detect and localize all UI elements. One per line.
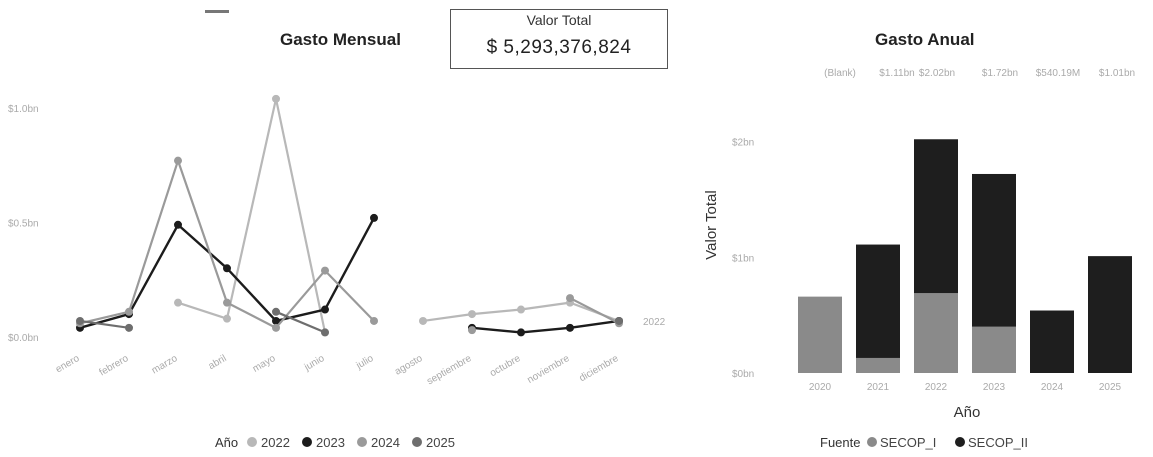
bar-total-label: $540.19M xyxy=(1036,68,1080,79)
y-tick-label: $0bn xyxy=(732,369,754,380)
series-end-label: 2022 xyxy=(643,317,666,328)
legend-marker-2025 xyxy=(412,437,422,447)
data-point-2024 xyxy=(468,326,476,335)
bar-segment-SECOP_I xyxy=(972,326,1016,373)
monthly-chart-title: Gasto Mensual xyxy=(280,30,401,49)
data-point-2023 xyxy=(517,328,525,337)
data-point-2022 xyxy=(419,316,427,325)
x-tick-label: abril xyxy=(207,353,229,372)
data-point-2024 xyxy=(272,323,280,332)
annual-legend: Fuente SECOP_I SECOP_II xyxy=(820,435,1028,450)
bar-segment-SECOP_I xyxy=(914,293,958,373)
bar-segment-SECOP_I xyxy=(856,357,900,373)
y-tick-label: $1bn xyxy=(732,253,754,264)
series-line-2023 xyxy=(79,217,376,329)
x-tick-label: noviembre xyxy=(526,353,572,386)
x-tick-label: 2022 xyxy=(925,382,948,393)
bar-total-label: (Blank) xyxy=(824,68,856,79)
legend-label-2022: 2022 xyxy=(261,435,290,450)
data-point-2022 xyxy=(223,314,231,323)
legend-marker-2023 xyxy=(302,437,312,447)
bar-segment-SECOP_II xyxy=(1088,256,1132,373)
data-point-2024 xyxy=(125,307,133,316)
data-point-2022 xyxy=(272,94,280,103)
legend-swatch-dash xyxy=(205,10,229,13)
x-tick-label: diciembre xyxy=(577,353,620,384)
monthly-legend: Año 2022 2023 2024 2025 xyxy=(215,435,455,450)
data-point-2024 xyxy=(174,156,182,165)
data-point-2023 xyxy=(272,316,280,325)
annual-bar-chart: $0bn $1bn $2bn Valor Total 2020 2021 2022 2023 2… xyxy=(703,68,1135,450)
data-point-2025 xyxy=(272,307,280,316)
series-line-2025 xyxy=(79,319,130,329)
y-axis-title: Valor Total xyxy=(703,190,720,260)
legend-label-2023: 2023 xyxy=(316,435,345,450)
data-point-2025 xyxy=(76,316,84,325)
data-point-2024 xyxy=(566,294,574,303)
bar-segment-SECOP_II xyxy=(1030,310,1074,373)
x-tick-label: mayo xyxy=(251,353,278,375)
total-value-card[interactable]: Valor Total $ 5,293,376,824 xyxy=(450,9,668,69)
bar-total-label: $1.72bn xyxy=(982,68,1018,79)
legend-label-2025: 2025 xyxy=(426,435,455,450)
legend-marker-SECOP_II xyxy=(955,437,965,447)
legend-marker-2024 xyxy=(357,437,367,447)
data-point-2024 xyxy=(370,316,378,325)
bar-total-label: $2.02bn xyxy=(919,68,955,79)
legend-marker-2022 xyxy=(247,437,257,447)
bar-segment-SECOP_II xyxy=(914,139,958,294)
annual-chart-title: Gasto Anual xyxy=(875,30,975,49)
bar-segment-SECOP_I xyxy=(798,296,842,373)
legend-marker-SECOP_I xyxy=(867,437,877,447)
legend-title: Año xyxy=(215,435,238,450)
legend-label-2024: 2024 xyxy=(371,435,400,450)
data-point-2022 xyxy=(174,298,182,307)
y-tick-label: $0.5bn xyxy=(8,219,39,230)
bar-segment-SECOP_II xyxy=(972,173,1016,327)
x-tick-label: 2020 xyxy=(809,382,832,393)
legend-label-SECOP_I: SECOP_I xyxy=(880,435,936,450)
x-tick-label: agosto xyxy=(393,353,425,378)
monthly-line-chart: $0.0bn $0.5bn $1.0bn enero febrero marzo abril… xyxy=(8,94,666,450)
series-line-2023 xyxy=(471,319,620,334)
y-tick-label: $0.0bn xyxy=(8,333,39,344)
data-point-2024 xyxy=(321,266,329,275)
y-tick-label: $2bn xyxy=(732,138,754,149)
bar-segment-SECOP_II xyxy=(856,244,900,358)
total-value-label: Valor Total xyxy=(526,12,592,28)
total-value-amount: $ 5,293,376,824 xyxy=(486,37,632,58)
x-tick-label: 2024 xyxy=(1041,382,1064,393)
data-point-2024 xyxy=(223,298,231,307)
x-axis-title: Año xyxy=(954,404,981,421)
data-point-2023 xyxy=(174,220,182,229)
bar-total-label: $1.11bn xyxy=(879,68,914,79)
data-point-2022 xyxy=(517,305,525,314)
x-tick-label: marzo xyxy=(150,353,180,377)
x-tick-label: septiembre xyxy=(425,353,474,387)
x-tick-label: julio xyxy=(354,353,376,372)
data-point-2025 xyxy=(321,328,329,337)
data-point-2023 xyxy=(370,213,378,222)
series-line-2024 xyxy=(569,297,620,325)
x-tick-label: 2021 xyxy=(867,382,890,393)
data-point-2023 xyxy=(321,305,329,314)
x-tick-label: enero xyxy=(54,353,82,376)
series-line-2022 xyxy=(177,97,327,333)
y-tick-label: $1.0bn xyxy=(8,104,39,115)
legend-label-SECOP_II: SECOP_II xyxy=(968,435,1028,450)
x-tick-label: octubre xyxy=(488,353,523,379)
data-point-2023 xyxy=(566,323,574,332)
data-point-2023 xyxy=(223,264,231,273)
x-tick-label: junio xyxy=(302,353,327,374)
x-tick-label: febrero xyxy=(98,353,131,379)
bar-total-label: $1.01bn xyxy=(1099,68,1135,79)
x-tick-label: 2025 xyxy=(1099,382,1122,393)
data-point-2025 xyxy=(615,316,623,325)
x-tick-label: 2023 xyxy=(983,382,1006,393)
data-point-2025 xyxy=(125,323,133,332)
data-point-2022 xyxy=(468,310,476,319)
series-line-2025 xyxy=(275,310,326,334)
legend-title: Fuente xyxy=(820,435,860,450)
